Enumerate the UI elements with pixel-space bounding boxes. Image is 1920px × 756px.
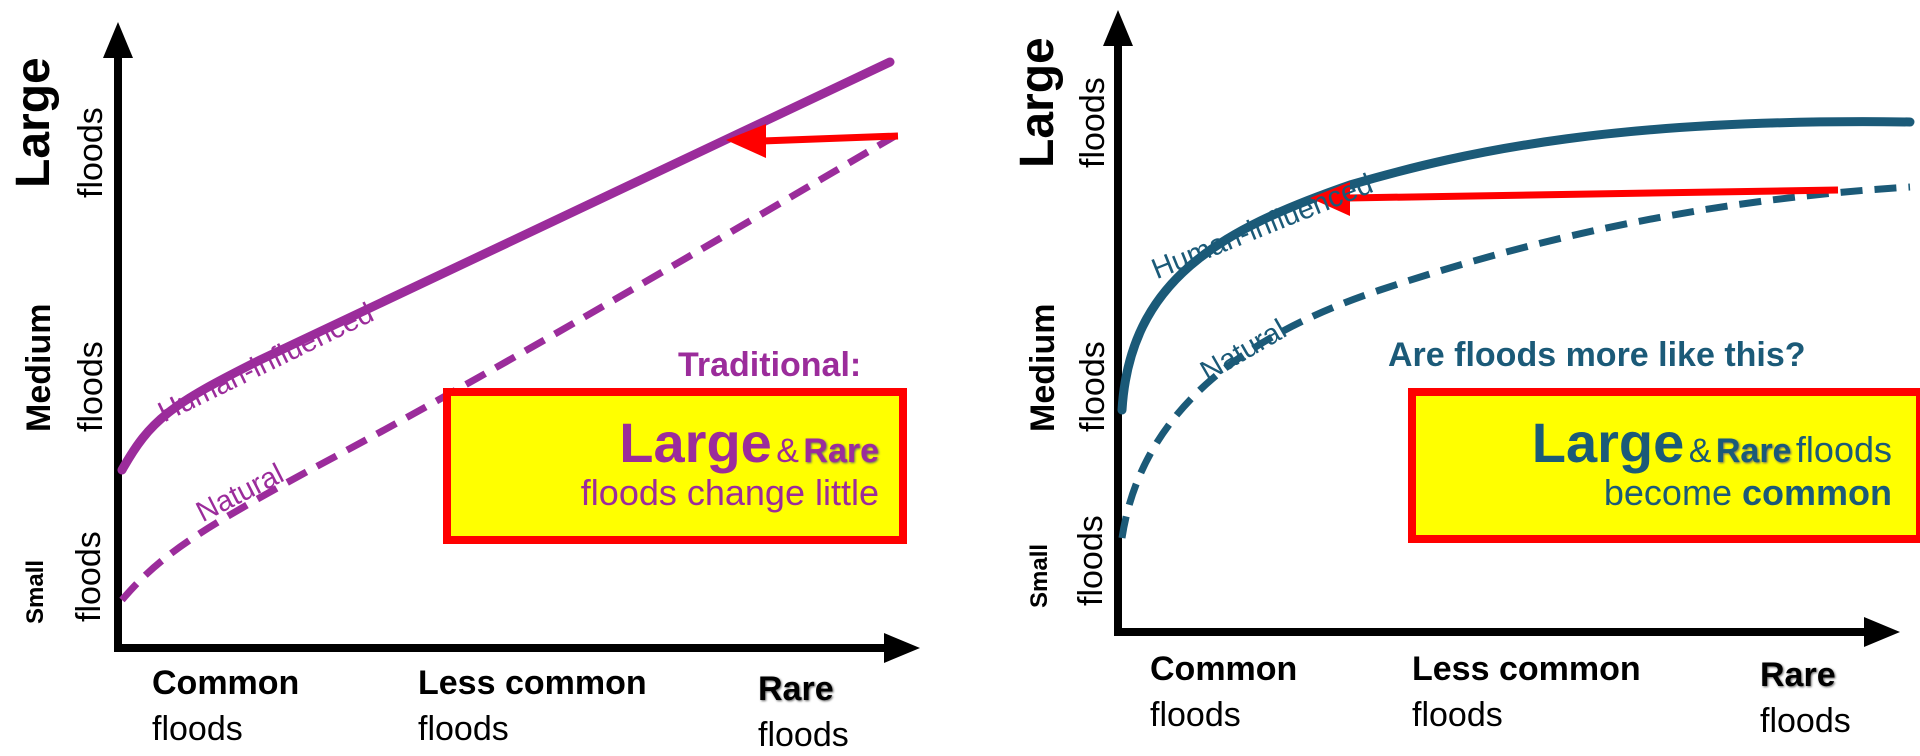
x-label-rare: Rare	[1760, 656, 1836, 694]
traditional-plot	[103, 22, 920, 663]
alternative-heading: Are floods more like this?	[1388, 336, 1806, 374]
human-influenced-curve	[1117, 117, 1915, 415]
y-label-medium-sub: floods	[72, 341, 110, 432]
x-axis-arrowhead	[1864, 617, 1900, 647]
y-label-small-sub: floods	[70, 531, 108, 622]
x-label-rare-sub: floods	[758, 716, 849, 754]
callout-large: Large	[619, 411, 772, 474]
x-label-common-sub: floods	[152, 710, 243, 748]
alternative-plot	[1103, 10, 1915, 647]
y-label-medium-sub: floods	[1074, 341, 1112, 432]
y-label-large-sub: floods	[1074, 77, 1112, 168]
y-label-large-sub: floods	[72, 107, 110, 198]
alternative-callout: Large & Rare floods become common	[1408, 388, 1920, 543]
x-label-common: Common	[1150, 650, 1298, 688]
x-label-less-common-sub: floods	[1412, 696, 1503, 734]
shift-arrow	[761, 132, 899, 145]
traditional-heading: Traditional:	[678, 346, 862, 384]
x-label-less-common: Less common	[1412, 650, 1641, 688]
shift-arrow-head	[726, 124, 766, 158]
y-label-small: Small	[1026, 543, 1053, 608]
y-label-small-sub: floods	[1072, 515, 1110, 606]
y-label-medium: Medium	[1024, 303, 1062, 432]
x-axis-arrowhead	[884, 633, 920, 663]
callout-line2: floods change little	[580, 471, 879, 513]
alternative-panel: Large floods Medium floods Small floods …	[1000, 0, 1920, 756]
y-label-large: Large	[1011, 37, 1064, 168]
traditional-callout: Large & Rare floods change little	[443, 388, 907, 544]
y-label-small: Small	[22, 559, 49, 624]
x-label-less-common-sub: floods	[418, 710, 509, 748]
natural-curve	[119, 132, 897, 603]
x-label-less-common: Less common	[418, 664, 647, 702]
human-influenced-curve	[117, 57, 895, 475]
shift-arrow-head	[1310, 182, 1350, 216]
callout-become: become	[1603, 471, 1732, 513]
traditional-panel: Large floods Medium floods Small floods …	[0, 0, 940, 756]
shift-arrow	[1347, 186, 1839, 202]
callout-floods: floods	[1795, 429, 1892, 470]
callout-rare: Rare	[803, 432, 879, 470]
callout-amp: &	[776, 432, 799, 470]
callout-amp: &	[1688, 432, 1712, 470]
x-label-rare-sub: floods	[1760, 702, 1851, 740]
y-axis-arrowhead	[1103, 10, 1133, 46]
x-label-rare: Rare	[758, 670, 834, 708]
x-label-common: Common	[152, 664, 300, 702]
callout-common: common	[1741, 471, 1892, 513]
y-label-medium: Medium	[20, 303, 58, 432]
x-label-common-sub: floods	[1150, 696, 1241, 734]
y-label-large: Large	[7, 57, 60, 188]
callout-rare: Rare	[1715, 432, 1792, 470]
natural-curve	[1118, 183, 1911, 539]
y-axis-arrowhead	[103, 22, 133, 58]
callout-large: Large	[1531, 411, 1685, 474]
